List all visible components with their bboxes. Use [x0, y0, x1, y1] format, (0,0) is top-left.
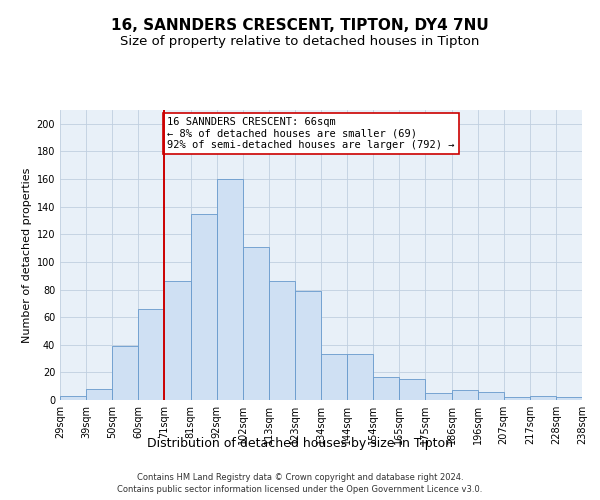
Bar — [295, 291, 321, 400]
Bar — [347, 354, 373, 400]
Y-axis label: Number of detached properties: Number of detached properties — [22, 168, 32, 342]
Bar — [242, 246, 269, 400]
Bar — [400, 380, 425, 400]
Bar — [191, 214, 217, 400]
Bar — [86, 389, 112, 400]
Text: 16 SANNDERS CRESCENT: 66sqm
← 8% of detached houses are smaller (69)
92% of semi: 16 SANNDERS CRESCENT: 66sqm ← 8% of deta… — [167, 117, 455, 150]
Text: Distribution of detached houses by size in Tipton: Distribution of detached houses by size … — [147, 438, 453, 450]
Bar — [373, 376, 400, 400]
Bar — [530, 396, 556, 400]
Bar — [556, 397, 582, 400]
Text: 16, SANNDERS CRESCENT, TIPTON, DY4 7NU: 16, SANNDERS CRESCENT, TIPTON, DY4 7NU — [111, 18, 489, 32]
Bar — [60, 396, 86, 400]
Bar — [504, 397, 530, 400]
Bar — [112, 346, 139, 400]
Bar — [164, 281, 191, 400]
Bar — [478, 392, 504, 400]
Text: Size of property relative to detached houses in Tipton: Size of property relative to detached ho… — [121, 35, 479, 48]
Bar — [452, 390, 478, 400]
Bar — [217, 179, 243, 400]
Bar — [425, 393, 452, 400]
Bar — [321, 354, 347, 400]
Bar — [269, 281, 295, 400]
Bar — [139, 309, 164, 400]
Text: Contains public sector information licensed under the Open Government Licence v3: Contains public sector information licen… — [118, 485, 482, 494]
Text: Contains HM Land Registry data © Crown copyright and database right 2024.: Contains HM Land Registry data © Crown c… — [137, 472, 463, 482]
